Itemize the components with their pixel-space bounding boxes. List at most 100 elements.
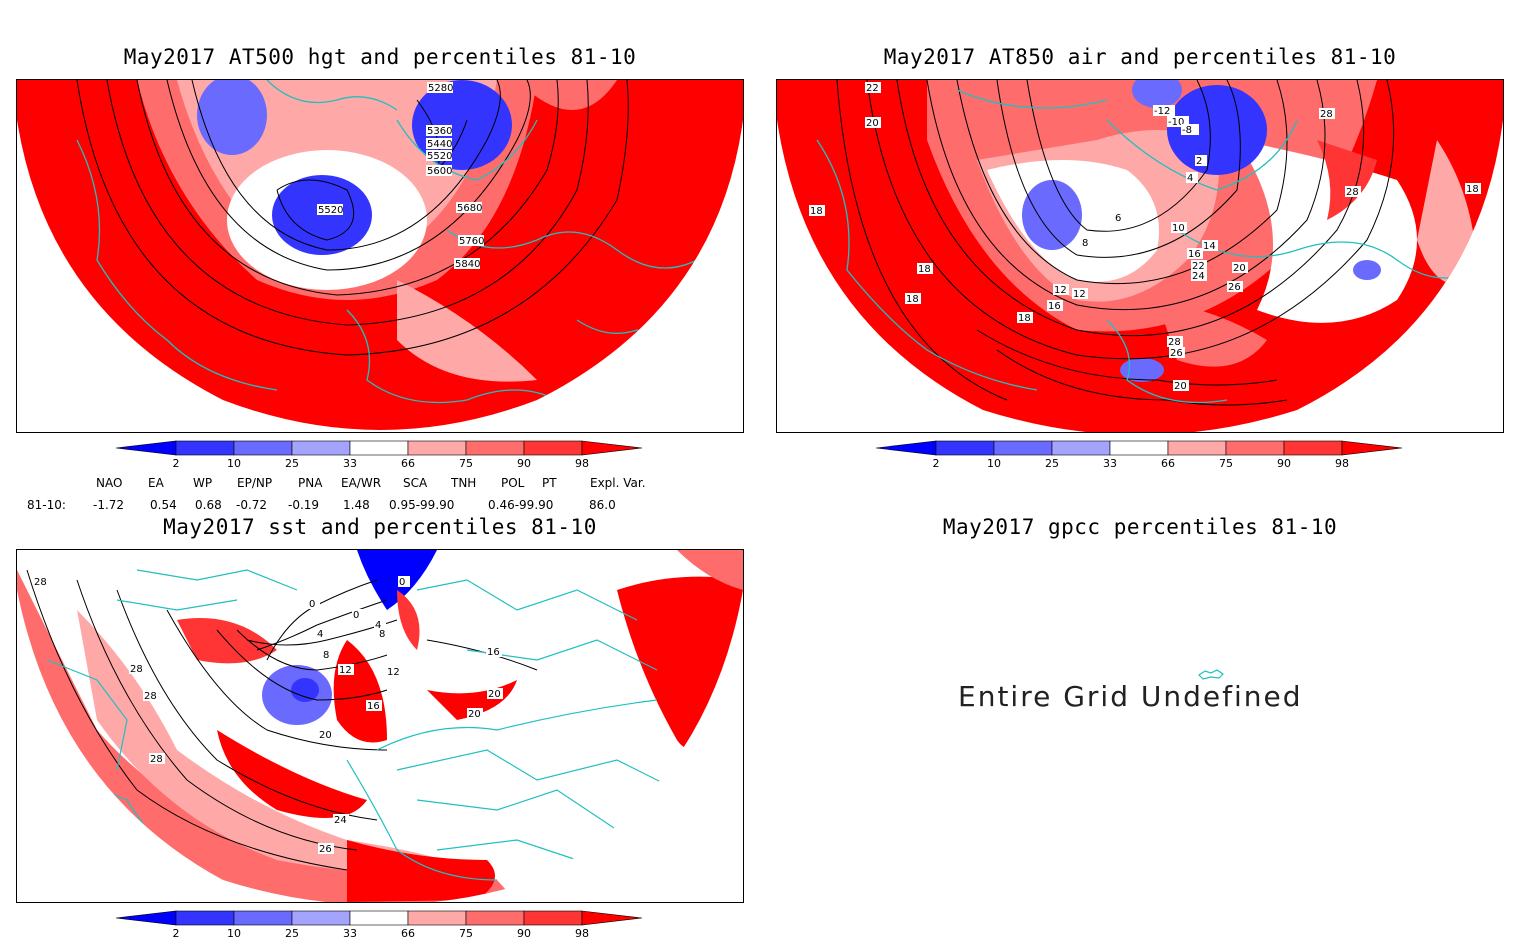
hgt-coastline: [446, 229, 698, 269]
sst-contour-label: 20: [468, 709, 481, 720]
air-contour: [956, 80, 1288, 285]
sst-coastline: [416, 579, 638, 621]
air-contour-label: 12: [1054, 285, 1067, 296]
hgt-contour: [76, 80, 629, 356]
sst-coastline: [436, 839, 578, 861]
colorbar-swatch: [935, 440, 995, 456]
colorbar-tick-label: 90: [1277, 457, 1291, 469]
hgt-shading-low: [197, 80, 267, 155]
sst-contour-label: 12: [387, 667, 400, 678]
air-contour: [1026, 80, 1211, 232]
index-value-pol-pt: 0.46-99.90: [488, 498, 554, 512]
sst-coastline: [376, 699, 658, 751]
sst-contour: [216, 629, 388, 701]
hgt-shading-band: [517, 80, 617, 110]
sst-contour-label: 4: [317, 629, 323, 640]
colorbar-tick-label: 2: [173, 457, 180, 469]
air-contour-label: 10: [1172, 223, 1185, 234]
sst-contour-label: 24: [334, 815, 347, 826]
index-header-tnh: TNH: [451, 476, 477, 490]
sst-contour-label: 26: [319, 844, 332, 855]
colorbar-tick-label: 75: [459, 457, 473, 469]
colorbar-swatch: [1225, 440, 1285, 456]
air-coastline: [1106, 119, 1298, 191]
air-map-panel: 22 20 18 18 18 18 16 16 14 12 12 10 8 6 …: [776, 79, 1504, 433]
hgt-contour-label: 5760: [459, 236, 484, 247]
colorbar-tick-label: 25: [285, 927, 299, 939]
hgt-contour-label: 5520: [318, 205, 343, 216]
colorbar-tick-label: 75: [459, 927, 473, 939]
hgt-contour-label: 5280: [428, 83, 453, 94]
colorbar-swatch: [465, 440, 525, 456]
air-contour-label: 20: [1174, 381, 1187, 392]
air-contour-label: 26: [1228, 282, 1241, 293]
air-coastline: [816, 139, 1038, 391]
sst-contour-label: 0: [353, 610, 359, 621]
sst-panel-title: May2017 sst and percentiles 81-10: [163, 515, 597, 539]
air-contour-label: 8: [1082, 238, 1088, 249]
colorbar-swatch: [233, 440, 293, 456]
hgt-contour-label: 5840: [455, 259, 480, 270]
sst-coastline: [396, 749, 678, 791]
hgt-map-panel: 5280 5360 5440 5520 5600 5680 5760 5840 …: [16, 79, 744, 433]
colorbar-swatch: [523, 910, 583, 926]
colorbar-tick-label: 33: [343, 457, 357, 469]
colorbar-tick-label: 90: [517, 927, 531, 939]
air-contour-label: 14: [1203, 241, 1216, 252]
sst-contour-label: 28: [150, 754, 163, 765]
sst-shading-ocean: [177, 618, 277, 664]
air-shading-low: [1120, 358, 1164, 382]
air-contour-label: 20: [866, 118, 879, 129]
sst-shading-ocean: [17, 570, 517, 902]
sst-contour: [166, 609, 388, 751]
air-contour-label: 16: [1188, 249, 1201, 260]
air-contour-label: 16: [1048, 301, 1061, 312]
air-shading-band: [1417, 140, 1477, 285]
sst-contour: [256, 599, 388, 651]
hgt-coastline: [266, 80, 398, 111]
colorbar-tick-label: 98: [575, 927, 589, 939]
colorbar-swatch: [1167, 440, 1227, 456]
sst-contour-label: 20: [319, 730, 332, 741]
air-contour-label: 28: [1320, 109, 1333, 120]
hgt-contour: [191, 80, 501, 251]
sst-coastline: [46, 659, 128, 771]
sst-contour-label: 20: [488, 689, 501, 700]
sst-coastline: [346, 759, 498, 881]
index-value-epnp: -0.72: [236, 498, 268, 512]
sst-map-panel: 28 28 28 28 24 26 20 16 12 12 8 8 4 4 0 …: [16, 549, 744, 903]
hgt-contour-label: 5520: [427, 151, 452, 162]
colorbar-swatch: [993, 440, 1053, 456]
hgt-contour: [166, 80, 531, 271]
colorbar-tick-label: 75: [1219, 457, 1233, 469]
air-contour: [926, 80, 1326, 311]
colorbar-swatch: [291, 440, 351, 456]
colorbar-swatch: [1283, 440, 1343, 456]
air-contour-label: 18: [810, 206, 823, 217]
air-shading-low: [1353, 260, 1381, 280]
colorbar-swatch: [349, 910, 409, 926]
colorbar-tick-label: 2: [933, 457, 940, 469]
colorbar-tick-label: 33: [1103, 457, 1117, 469]
hgt-shading-band: [397, 280, 537, 382]
air-contour-label: 18: [906, 294, 919, 305]
colorbar-swatch: [175, 440, 235, 456]
sst-shading-ice: [357, 550, 437, 610]
index-header-eawr: EA/WR: [341, 476, 382, 490]
air-contour-label: 24: [1192, 271, 1205, 282]
colorbar-swatch: [581, 910, 643, 926]
sst-contour: [116, 589, 378, 821]
hgt-contour: [106, 80, 589, 326]
colorbar-swatch: [116, 910, 177, 926]
index-header-nao: NAO: [96, 476, 123, 490]
air-panel-title: May2017 AT850 air and percentiles 81-10: [883, 45, 1397, 69]
air-coastline: [1176, 229, 1478, 279]
index-value-expl-var: 86.0: [589, 498, 616, 512]
sst-contour-label: 28: [34, 577, 47, 588]
index-header-pol: POL: [501, 476, 525, 490]
index-header-pt: PT: [542, 476, 557, 490]
sst-contour-label: 28: [144, 691, 157, 702]
hgt-coastline: [346, 309, 558, 404]
gpcc-tiny-mark: [1198, 669, 1224, 680]
air-contour-label: 18: [918, 264, 931, 275]
